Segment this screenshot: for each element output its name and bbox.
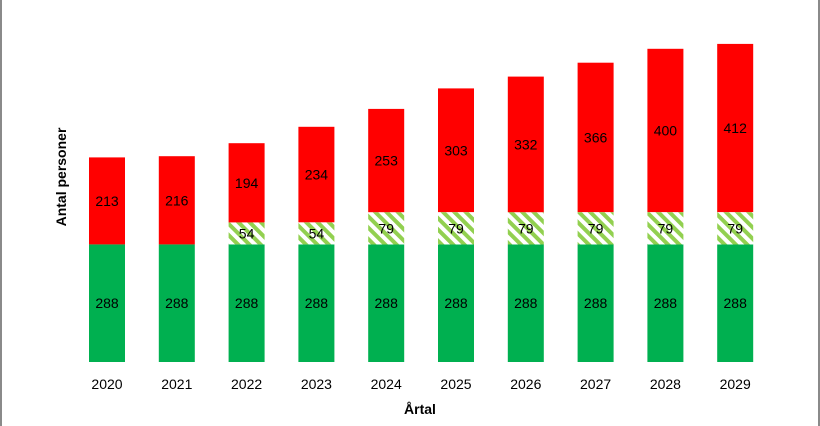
- data-label-striped-segment-2024: 79: [378, 220, 394, 236]
- data-label-striped-segment-2027: 79: [588, 220, 604, 236]
- bars-layer: [89, 43, 754, 362]
- bar-green-segment-2021: [158, 244, 195, 362]
- bar-red-segment-2023: [298, 126, 335, 223]
- bar-striped-segment-2022: [228, 222, 265, 245]
- data-labels-layer: 288 213 288 216 288 54 194 288 54 234 288 79 253 288 7…: [95, 120, 747, 311]
- x-tick-labels: 2020 2021 2022 2023 2024 2025 2026 2027 2028 2029: [91, 376, 751, 392]
- data-label-striped-segment-2022: 54: [239, 225, 255, 241]
- data-label-green-segment-2020: 288: [95, 295, 119, 311]
- x-tick-label-2027: 2027: [580, 376, 611, 392]
- data-label-red-segment-2026: 332: [514, 136, 538, 152]
- bar-striped-segment-2025: [438, 212, 474, 245]
- bar-green-segment-2028: [647, 244, 684, 362]
- x-axis-title: Årtal: [404, 401, 436, 417]
- x-tick-label-2020: 2020: [91, 376, 122, 392]
- bar-green-segment-2022: [228, 244, 265, 362]
- x-tick-label-2022: 2022: [231, 376, 262, 392]
- x-tick-label-2024: 2024: [371, 376, 402, 392]
- x-tick-label-2021: 2021: [161, 376, 192, 392]
- bar-green-segment-2024: [368, 244, 405, 362]
- data-label-red-segment-2022: 194: [235, 175, 259, 191]
- bar-red-segment-2021: [158, 156, 195, 245]
- bar-red-segment-2029: [717, 43, 754, 213]
- data-label-striped-segment-2025: 79: [448, 220, 464, 236]
- data-label-red-segment-2027: 366: [584, 129, 608, 145]
- data-label-red-segment-2028: 400: [654, 123, 678, 139]
- bar-red-segment-2022: [228, 143, 265, 223]
- bar-red-segment-2025: [438, 88, 474, 213]
- data-label-red-segment-2023: 234: [305, 167, 329, 183]
- x-tick-label-2025: 2025: [440, 376, 471, 392]
- bar-green-segment-2025: [438, 244, 474, 362]
- data-label-striped-segment-2028: 79: [658, 220, 674, 236]
- bar-striped-segment-2027: [577, 212, 614, 245]
- x-tick-label-2029: 2029: [720, 376, 751, 392]
- data-label-green-segment-2022: 288: [235, 295, 259, 311]
- bar-red-segment-2027: [577, 62, 614, 213]
- bar-red-segment-2020: [89, 157, 125, 245]
- bar-striped-segment-2029: [717, 212, 754, 245]
- bar-green-segment-2026: [507, 244, 544, 362]
- bar-red-segment-2024: [368, 108, 405, 213]
- data-label-red-segment-2029: 412: [724, 120, 748, 136]
- data-label-green-segment-2024: 288: [375, 295, 399, 311]
- bar-red-segment-2026: [507, 76, 544, 213]
- bar-red-segment-2028: [647, 48, 684, 213]
- bar-striped-segment-2024: [368, 212, 405, 245]
- data-label-red-segment-2021: 216: [165, 192, 189, 208]
- bar-green-segment-2020: [89, 244, 125, 362]
- x-tick-label-2028: 2028: [650, 376, 681, 392]
- x-tick-label-2023: 2023: [301, 376, 332, 392]
- data-label-striped-segment-2023: 54: [309, 225, 325, 241]
- data-label-green-segment-2021: 288: [165, 295, 189, 311]
- data-label-green-segment-2026: 288: [514, 295, 538, 311]
- data-label-green-segment-2025: 288: [444, 295, 468, 311]
- data-label-green-segment-2029: 288: [724, 295, 748, 311]
- bar-green-segment-2027: [577, 244, 614, 362]
- bar-green-segment-2023: [298, 244, 335, 362]
- data-label-striped-segment-2026: 79: [518, 220, 534, 236]
- data-label-green-segment-2027: 288: [584, 295, 608, 311]
- bar-striped-segment-2026: [507, 212, 544, 245]
- data-label-striped-segment-2029: 79: [727, 220, 743, 236]
- data-label-green-segment-2028: 288: [654, 295, 678, 311]
- data-label-red-segment-2020: 213: [95, 193, 119, 209]
- data-label-red-segment-2025: 303: [444, 142, 468, 158]
- y-axis-title: Antal personer: [53, 127, 69, 226]
- data-label-green-segment-2023: 288: [305, 295, 329, 311]
- bar-green-segment-2029: [717, 244, 754, 362]
- data-label-red-segment-2024: 253: [375, 153, 399, 169]
- bar-striped-segment-2023: [298, 222, 335, 245]
- x-tick-label-2026: 2026: [510, 376, 541, 392]
- bar-striped-segment-2028: [647, 212, 684, 245]
